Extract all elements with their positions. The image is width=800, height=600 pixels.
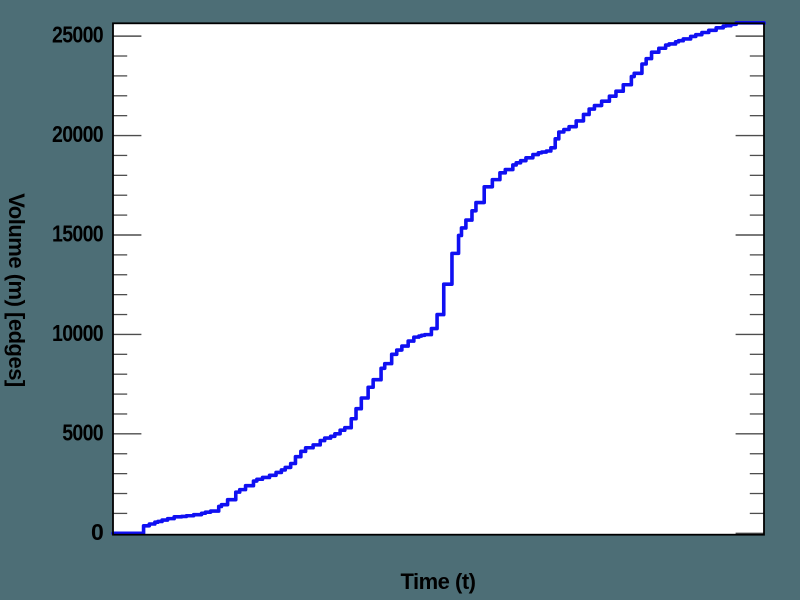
svg-text:0: 0 xyxy=(91,519,103,545)
svg-text:25000: 25000 xyxy=(52,22,103,48)
svg-text:15000: 15000 xyxy=(52,220,103,246)
svg-text:Time (t): Time (t) xyxy=(400,569,475,594)
svg-text:5000: 5000 xyxy=(62,419,103,445)
svg-text:20000: 20000 xyxy=(52,121,103,147)
svg-text:10000: 10000 xyxy=(52,320,103,346)
svg-text:Volume (m) [edges]: Volume (m) [edges] xyxy=(4,193,29,387)
